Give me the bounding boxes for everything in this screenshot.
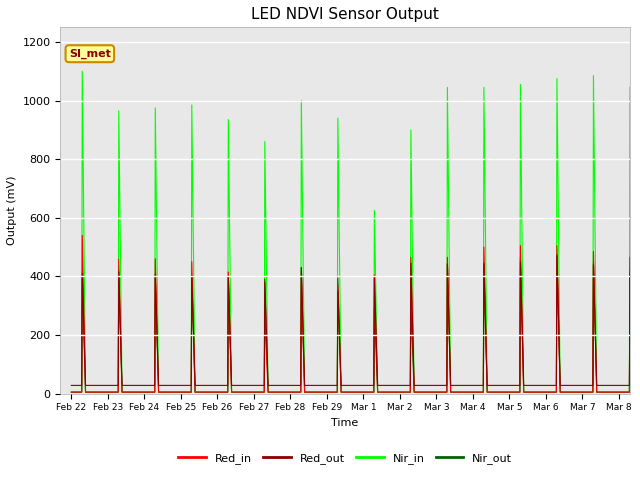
Line: Red_out: Red_out bbox=[71, 256, 640, 385]
Red_in bbox=[563, 389, 570, 395]
Red_out bbox=[527, 383, 535, 388]
Red_out bbox=[563, 383, 570, 388]
Red_in bbox=[490, 389, 498, 395]
Red_out bbox=[67, 383, 75, 388]
Legend: Red_in, Red_out, Nir_in, Nir_out: Red_in, Red_out, Nir_in, Nir_out bbox=[173, 449, 516, 468]
Nir_out bbox=[67, 389, 75, 395]
Red_out bbox=[187, 383, 195, 388]
Line: Nir_in: Nir_in bbox=[71, 71, 640, 392]
Nir_out bbox=[527, 389, 535, 395]
Nir_in bbox=[563, 389, 570, 395]
Red_out bbox=[438, 383, 446, 388]
Title: LED NDVI Sensor Output: LED NDVI Sensor Output bbox=[251, 7, 439, 22]
Red_in bbox=[188, 389, 195, 395]
Nir_out bbox=[438, 389, 446, 395]
Text: SI_met: SI_met bbox=[69, 48, 111, 59]
Y-axis label: Output (mV): Output (mV) bbox=[7, 176, 17, 245]
Line: Nir_out: Nir_out bbox=[71, 254, 640, 392]
Red_out bbox=[490, 383, 498, 388]
Line: Red_in: Red_in bbox=[71, 235, 640, 392]
Red_in bbox=[438, 389, 446, 395]
X-axis label: Time: Time bbox=[332, 418, 358, 428]
Nir_in bbox=[67, 389, 75, 395]
Nir_in bbox=[188, 389, 195, 395]
Nir_in bbox=[490, 389, 498, 395]
Nir_out bbox=[187, 389, 195, 395]
Nir_out bbox=[553, 252, 561, 257]
Nir_out bbox=[490, 389, 498, 395]
Red_out bbox=[553, 253, 561, 259]
Nir_in bbox=[527, 389, 535, 395]
Red_in bbox=[79, 232, 86, 238]
Nir_in bbox=[79, 68, 86, 74]
Red_in bbox=[67, 389, 75, 395]
Nir_out bbox=[563, 389, 570, 395]
Red_in bbox=[527, 389, 535, 395]
Nir_in bbox=[438, 389, 446, 395]
